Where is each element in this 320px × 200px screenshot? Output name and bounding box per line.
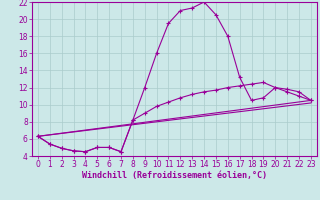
X-axis label: Windchill (Refroidissement éolien,°C): Windchill (Refroidissement éolien,°C) — [82, 171, 267, 180]
